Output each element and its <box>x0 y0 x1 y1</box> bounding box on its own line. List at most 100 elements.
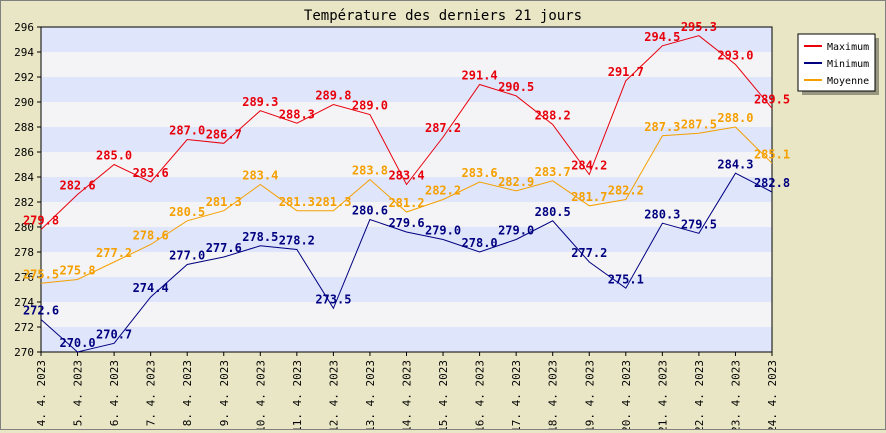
data-label-maximum: 290.5 <box>498 80 534 94</box>
series-line-maximum <box>40 35 773 230</box>
x-tick-label: 10. 4. 2023 <box>254 360 267 429</box>
data-label-maximum: 283.6 <box>133 166 169 180</box>
data-label-minimum: 277.6 <box>206 241 242 255</box>
grid-band <box>41 177 772 202</box>
data-label-minimum: 278.5 <box>242 230 278 244</box>
data-label-maximum: 289.0 <box>352 99 388 113</box>
data-label-minimum: 279.0 <box>425 224 461 238</box>
data-label-maximum: 291.7 <box>608 65 644 79</box>
series-line-moyenne <box>40 126 773 284</box>
y-tick-label: 272 <box>14 321 34 334</box>
data-label-moyenne: 281.3 <box>279 195 315 209</box>
x-tick-label: 17. 4. 2023 <box>510 360 523 429</box>
data-label-moyenne: 288.0 <box>717 111 753 125</box>
grid-band <box>41 27 772 52</box>
legend-item: Minimum <box>827 59 869 70</box>
grid-band <box>41 77 772 102</box>
data-label-moyenne: 282.2 <box>608 184 644 198</box>
data-label-maximum: 287.0 <box>169 124 205 138</box>
y-tick-label: 286 <box>14 146 34 159</box>
x-tick-label: 4. 4. 2023 <box>35 360 48 426</box>
y-tick-label: 288 <box>14 121 34 134</box>
data-label-minimum: 270.0 <box>59 336 95 350</box>
data-label-maximum: 295.3 <box>681 20 717 34</box>
x-tick-label: 22. 4. 2023 <box>693 360 706 429</box>
data-label-moyenne: 283.6 <box>462 166 498 180</box>
data-label-minimum: 277.0 <box>169 249 205 263</box>
data-label-maximum: 289.8 <box>315 89 351 103</box>
data-label-maximum: 286.7 <box>206 127 242 141</box>
y-tick-label: 290 <box>14 96 34 109</box>
data-label-maximum: 282.6 <box>59 179 95 193</box>
data-label-moyenne: 282.9 <box>498 175 534 189</box>
x-tick-label: 5. 4. 2023 <box>72 360 85 426</box>
data-label-minimum: 284.3 <box>717 157 753 171</box>
x-tick-label: 23. 4. 2023 <box>729 360 742 429</box>
chart-title: Température des derniers 21 jours <box>304 8 582 24</box>
data-label-moyenne: 283.4 <box>242 169 278 183</box>
x-tick-label: 8. 4. 2023 <box>181 360 194 426</box>
y-tick-label: 292 <box>14 71 34 84</box>
grid-band <box>41 277 772 302</box>
data-label-maximum: 294.5 <box>644 30 680 44</box>
data-label-moyenne: 281.2 <box>388 196 424 210</box>
data-label-minimum: 270.7 <box>96 327 132 341</box>
data-label-moyenne: 283.8 <box>352 164 388 178</box>
data-label-minimum: 278.0 <box>462 236 498 250</box>
y-tick-label: 278 <box>14 246 34 259</box>
data-label-moyenne: 278.6 <box>133 229 169 243</box>
data-label-minimum: 277.2 <box>571 246 607 260</box>
x-tick-label: 11. 4. 2023 <box>291 360 304 429</box>
data-label-minimum: 274.4 <box>133 281 169 295</box>
data-label-moyenne: 281.3 <box>206 195 242 209</box>
x-tick-label: 7. 4. 2023 <box>145 360 158 426</box>
data-label-maximum: 289.3 <box>242 95 278 109</box>
data-label-maximum: 285.0 <box>96 149 132 163</box>
data-label-maximum: 279.8 <box>23 214 59 228</box>
y-tick-label: 282 <box>14 196 34 209</box>
data-label-moyenne: 283.7 <box>535 165 571 179</box>
x-tick-label: 9. 4. 2023 <box>218 360 231 426</box>
data-label-minimum: 278.2 <box>279 234 315 248</box>
y-tick-label: 274 <box>14 296 34 309</box>
x-tick-label: 12. 4. 2023 <box>327 360 340 429</box>
y-tick-label: 294 <box>14 46 34 59</box>
series-line-minimum <box>40 172 773 353</box>
data-label-minimum: 280.3 <box>644 207 680 221</box>
x-tick-label: 14. 4. 2023 <box>401 360 414 429</box>
data-label-maximum: 289.5 <box>754 92 790 106</box>
data-label-moyenne: 280.5 <box>169 205 205 219</box>
data-label-maximum: 288.2 <box>535 109 571 123</box>
x-tick-label: 15. 4. 2023 <box>437 360 450 429</box>
data-label-moyenne: 285.1 <box>754 147 790 161</box>
x-tick-label: 24. 4. 2023 <box>766 360 779 429</box>
y-tick-label: 280 <box>14 221 34 234</box>
grid-band <box>41 227 772 252</box>
legend-item: Maximum <box>827 42 869 53</box>
data-label-minimum: 275.1 <box>608 272 644 286</box>
data-label-moyenne: 282.2 <box>425 184 461 198</box>
data-label-maximum: 288.3 <box>279 107 315 121</box>
x-tick-label: 20. 4. 2023 <box>620 360 633 429</box>
data-label-moyenne: 287.3 <box>644 120 680 134</box>
data-label-minimum: 273.5 <box>315 292 351 306</box>
y-tick-label: 276 <box>14 271 34 284</box>
x-tick-label: 21. 4. 2023 <box>656 360 669 429</box>
grid-band <box>41 102 772 127</box>
data-label-moyenne: 275.5 <box>23 267 59 281</box>
y-tick-label: 296 <box>14 21 34 34</box>
grid-band <box>41 202 772 227</box>
data-label-maximum: 283.4 <box>388 169 424 183</box>
data-label-minimum: 279.5 <box>681 217 717 231</box>
legend-item: Moyenne <box>827 76 869 87</box>
y-tick-label: 270 <box>14 346 34 359</box>
data-label-moyenne: 287.5 <box>681 117 717 131</box>
data-label-minimum: 279.0 <box>498 224 534 238</box>
grid-band <box>41 52 772 77</box>
data-label-maximum: 293.0 <box>717 49 753 63</box>
grid-band <box>41 127 772 152</box>
x-tick-label: 18. 4. 2023 <box>547 360 560 429</box>
grid-band <box>41 302 772 327</box>
